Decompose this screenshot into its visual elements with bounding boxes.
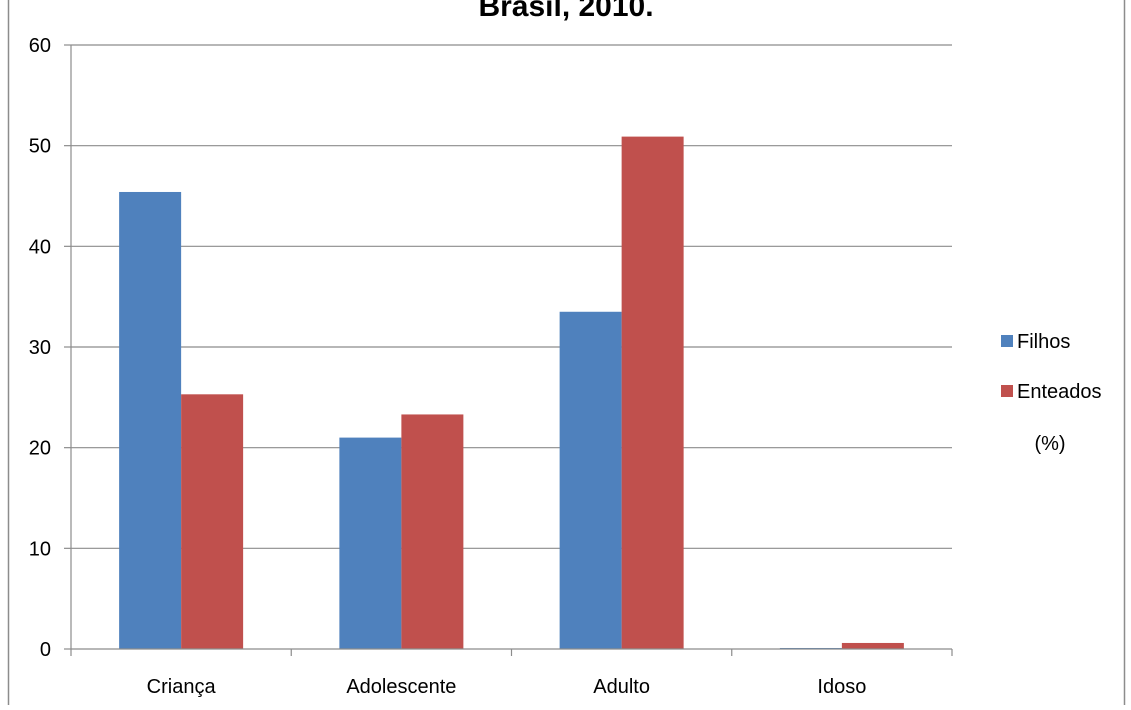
y-axis-ticks: 0 10 20 30 40 50 60 — [29, 35, 71, 661]
bar-filhos-adolescente — [339, 437, 402, 649]
axes — [70, 45, 953, 656]
x-tick-label-adolescente: Adolescente — [346, 676, 456, 698]
bar-enteados-idoso — [841, 642, 904, 649]
y-tick-label-0: 0 — [40, 639, 51, 661]
x-tick-label-crianca: Criança — [147, 676, 217, 698]
legend-label-filhos: Filhos — [1017, 331, 1070, 353]
bar-enteados-adulto — [621, 136, 684, 649]
legend-swatch-enteados — [1001, 385, 1013, 397]
bar-enteados-adolescente — [401, 414, 464, 649]
title-background — [460, 0, 670, 18]
y-tick-label-10: 10 — [29, 538, 51, 560]
bar-filhos-adulto — [559, 311, 622, 649]
y-tick-label-20: 20 — [29, 438, 51, 460]
bar-filhos-crianca — [119, 191, 182, 649]
bars — [119, 136, 904, 649]
chart-border — [7, 0, 1126, 710]
y-tick-label-40: 40 — [29, 236, 51, 258]
x-tick-label-adulto: Adulto — [593, 676, 650, 698]
legend-label-enteados: Enteados — [1017, 381, 1102, 403]
y-tick-label-60: 60 — [29, 35, 51, 57]
y-tick-label-50: 50 — [29, 136, 51, 158]
legend-swatch-filhos — [1001, 335, 1013, 347]
chart-title: Brasil, 2010. — [478, 0, 653, 23]
legend: Filhos Enteados (%) — [1001, 331, 1102, 455]
y-tick-label-30: 30 — [29, 337, 51, 359]
x-tick-label-idoso: Idoso — [817, 676, 866, 698]
legend-note-percent: (%) — [1034, 433, 1065, 455]
bar-enteados-crianca — [181, 394, 244, 649]
x-axis-labels: Criança Adolescente Adulto Idoso — [147, 676, 867, 698]
